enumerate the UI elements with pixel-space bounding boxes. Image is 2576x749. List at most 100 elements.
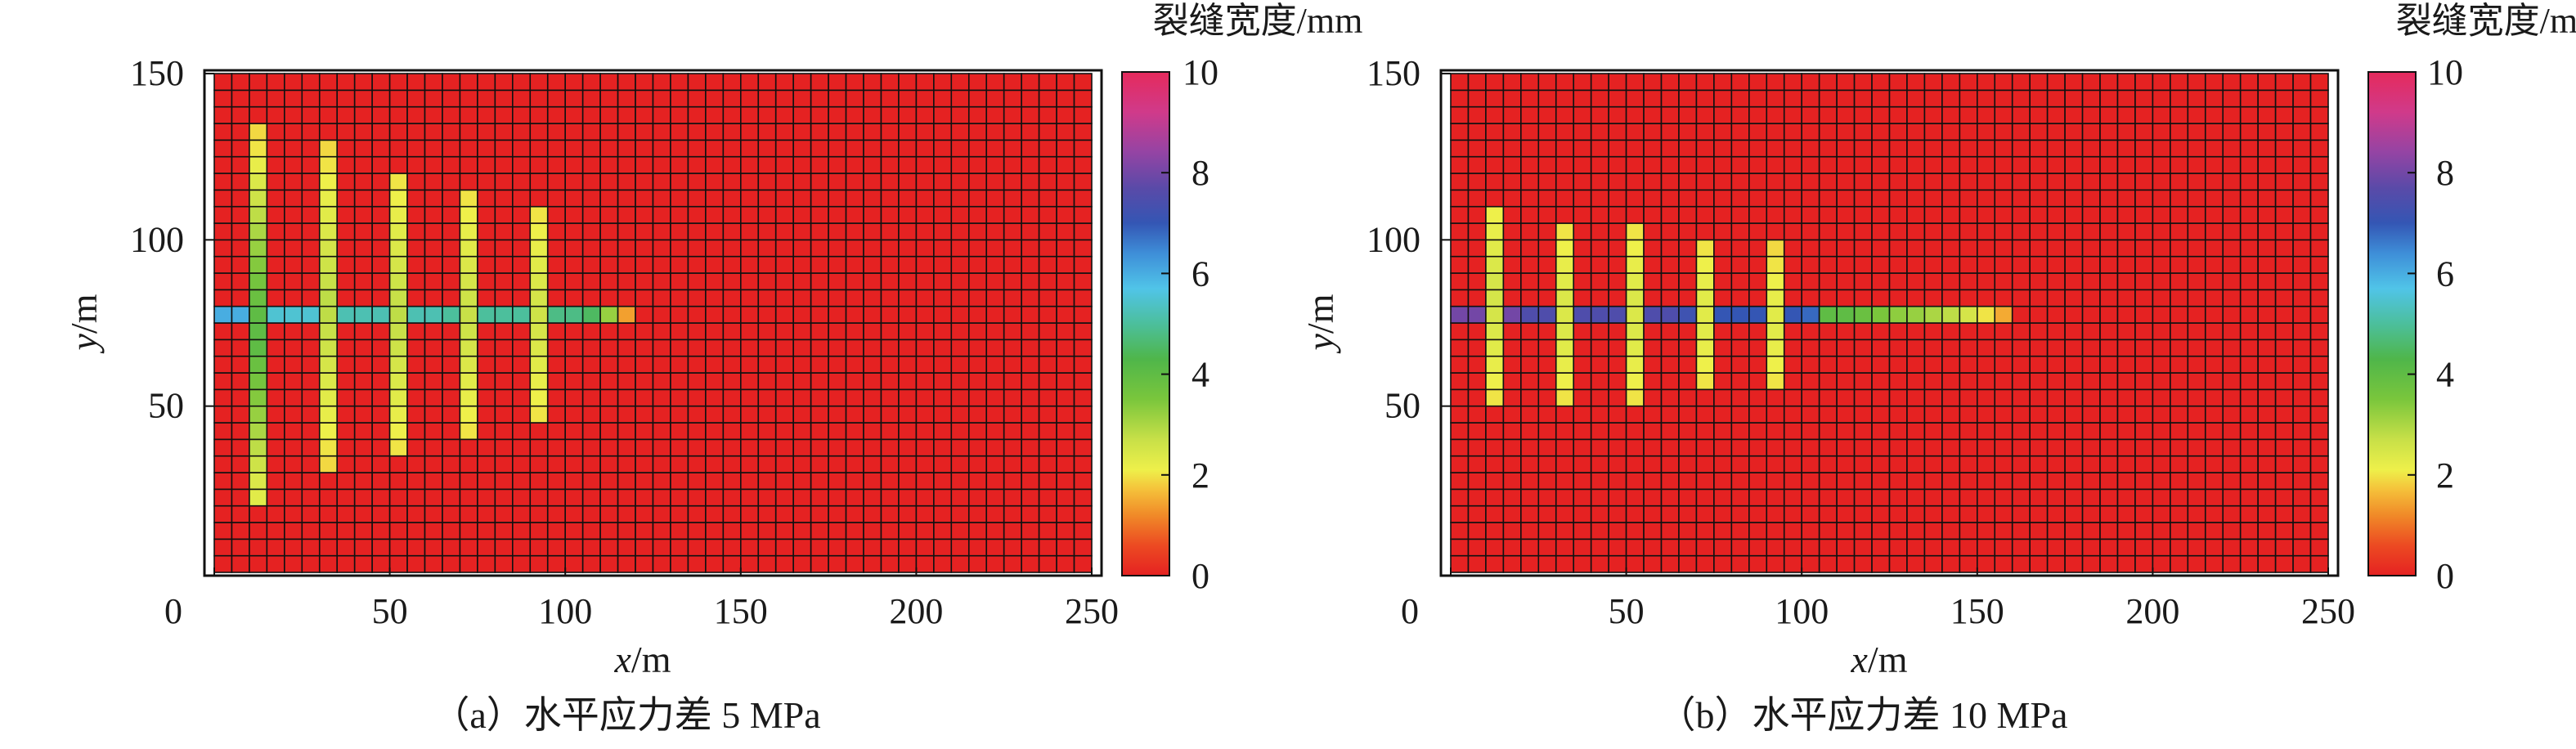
heatmap-cell bbox=[1643, 155, 1663, 174]
heatmap-cell bbox=[2046, 305, 2066, 324]
heatmap-cell bbox=[2116, 422, 2136, 441]
heatmap-cell bbox=[599, 372, 619, 391]
heatmap-cell bbox=[266, 405, 285, 424]
heatmap-cell bbox=[863, 272, 882, 291]
heatmap-cell bbox=[1977, 123, 1996, 141]
heatmap-cell bbox=[2029, 405, 2049, 424]
heatmap-cell bbox=[2309, 139, 2329, 158]
heatmap-cell bbox=[371, 322, 391, 341]
heatmap-cell bbox=[284, 355, 303, 374]
heatmap-cell bbox=[1748, 405, 1768, 424]
heatmap-cell bbox=[1730, 205, 1750, 224]
heatmap-cell bbox=[652, 422, 671, 441]
heatmap-cell bbox=[1695, 322, 1715, 341]
heatmap-cell bbox=[2011, 89, 2031, 108]
heatmap-cell bbox=[1748, 422, 1768, 441]
heatmap-cell bbox=[1021, 455, 1040, 473]
heatmap-cell bbox=[2152, 255, 2171, 274]
heatmap-cell bbox=[249, 522, 268, 540]
heatmap-cell bbox=[529, 522, 549, 540]
heatmap-cell bbox=[950, 488, 970, 507]
heatmap-cell bbox=[2099, 255, 2119, 274]
heatmap-cell bbox=[1923, 205, 1943, 224]
heatmap-cell bbox=[2011, 554, 2031, 573]
heatmap-cell bbox=[2116, 522, 2136, 540]
heatmap-cell bbox=[2187, 73, 2206, 92]
heatmap-cell bbox=[477, 372, 496, 391]
heatmap-cell bbox=[1906, 472, 1926, 491]
heatmap-cell bbox=[1660, 488, 1680, 507]
heatmap-cell bbox=[1073, 255, 1093, 274]
heatmap-cell bbox=[406, 272, 426, 291]
heatmap-cell bbox=[546, 472, 566, 491]
heatmap-cell bbox=[1923, 123, 1943, 141]
heatmap-cell bbox=[1836, 205, 1856, 224]
heatmap-cell bbox=[2081, 472, 2101, 491]
heatmap-cell bbox=[2064, 372, 2084, 391]
heatmap-cell bbox=[1730, 372, 1750, 391]
heatmap-cell bbox=[933, 189, 953, 208]
heatmap-cell bbox=[898, 372, 918, 391]
heatmap-cell bbox=[1941, 173, 1961, 191]
heatmap-cell bbox=[284, 289, 303, 307]
heatmap-cell bbox=[774, 388, 794, 407]
heatmap-cell bbox=[1467, 239, 1487, 258]
heatmap-cell bbox=[2029, 155, 2049, 174]
heatmap-cell bbox=[1941, 89, 1961, 108]
heatmap-cell bbox=[739, 505, 760, 523]
heatmap-cell bbox=[1643, 422, 1663, 441]
heatmap-cell bbox=[950, 139, 970, 158]
heatmap-cell bbox=[2046, 123, 2066, 141]
heatmap-cell bbox=[424, 89, 443, 108]
heatmap-cell bbox=[1923, 505, 1943, 523]
heatmap-cell bbox=[353, 355, 373, 374]
heatmap-cell bbox=[1625, 305, 1645, 324]
heatmap-cell bbox=[1994, 89, 2013, 108]
heatmap-cell bbox=[371, 89, 391, 108]
heatmap-cell bbox=[617, 189, 636, 208]
heatmap-cell bbox=[249, 272, 268, 291]
heatmap-cell bbox=[2204, 89, 2224, 108]
heatmap-cell bbox=[880, 554, 900, 573]
heatmap-cell bbox=[1450, 355, 1470, 374]
heatmap-cell bbox=[1003, 255, 1022, 274]
x-tick-label: 250 bbox=[2301, 591, 2355, 631]
heatmap-cell bbox=[1520, 322, 1540, 341]
heatmap-cell bbox=[810, 554, 829, 573]
heatmap-cell bbox=[1994, 455, 2013, 473]
heatmap-cell bbox=[670, 139, 689, 158]
heatmap-cell bbox=[1853, 388, 1873, 407]
heatmap-cell bbox=[1643, 339, 1663, 357]
heatmap-cell bbox=[635, 139, 654, 158]
heatmap-cell bbox=[1625, 538, 1645, 557]
heatmap-cell bbox=[512, 538, 532, 557]
heatmap-cell bbox=[617, 305, 636, 324]
heatmap-cell bbox=[863, 222, 882, 241]
heatmap-cell bbox=[284, 305, 303, 324]
heatmap-cell bbox=[581, 488, 601, 507]
heatmap-cell bbox=[845, 405, 864, 424]
heatmap-cell bbox=[2187, 205, 2206, 224]
heatmap-cell bbox=[284, 554, 303, 573]
heatmap-cell bbox=[353, 123, 373, 141]
heatmap-cell bbox=[2064, 472, 2084, 491]
heatmap-cell bbox=[1520, 73, 1540, 92]
heatmap-cell bbox=[1485, 322, 1505, 341]
heatmap-cell bbox=[1977, 355, 1996, 374]
heatmap-cell bbox=[1660, 289, 1680, 307]
heatmap-cell bbox=[2274, 289, 2294, 307]
heatmap-cell bbox=[2239, 505, 2259, 523]
heatmap-cell bbox=[1502, 123, 1522, 141]
heatmap-cell bbox=[652, 505, 671, 523]
panel-a-x-label-var: x bbox=[614, 639, 632, 680]
heatmap-cell bbox=[2239, 255, 2259, 274]
heatmap-cell bbox=[705, 322, 725, 341]
heatmap-cell bbox=[494, 305, 514, 324]
heatmap-cell bbox=[353, 554, 373, 573]
heatmap-cell bbox=[652, 255, 671, 274]
heatmap-cell bbox=[1959, 505, 1978, 523]
heatmap-cell bbox=[2222, 239, 2242, 258]
heatmap-cell bbox=[1836, 173, 1856, 191]
panel-b-x-label: x/m bbox=[1851, 639, 1908, 680]
heatmap-cell bbox=[1871, 339, 1891, 357]
